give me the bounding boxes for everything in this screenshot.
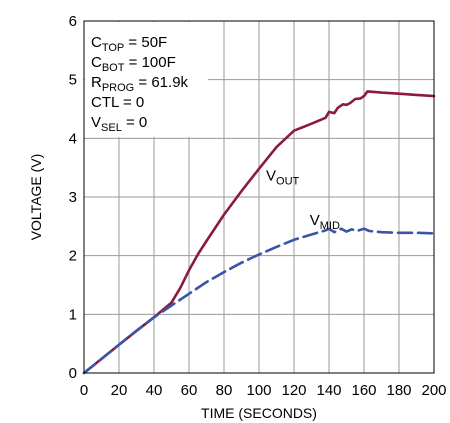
annotation-line: CTL = 0: [91, 94, 144, 111]
series-labels: VOUT VMID: [266, 168, 340, 233]
x-tick-label: 20: [111, 382, 128, 399]
x-tick-label: 0: [80, 382, 88, 399]
grid-lines: [84, 21, 434, 373]
x-tick-label: 80: [216, 382, 233, 399]
series-line-vout: [82, 90, 436, 375]
x-tick-label: 180: [386, 382, 411, 399]
annotation-background: [85, 22, 208, 137]
y-tick-label: 0: [69, 365, 77, 382]
x-tick-label: 200: [421, 382, 446, 399]
x-tick-label: 100: [246, 382, 271, 399]
y-tick-label: 5: [69, 72, 77, 89]
annotation-line: CTOP = 50F: [91, 34, 167, 54]
x-tick-labels: 0 20 40 60 80 100 120 140 160 180 200: [80, 382, 447, 399]
x-tick-label: 60: [181, 382, 198, 399]
y-tick-label: 4: [69, 130, 77, 147]
x-tick-label: 40: [146, 382, 163, 399]
annotation-line: RPROG = 61.9k: [91, 74, 189, 94]
annotation-line: CBOT = 100F: [91, 54, 176, 74]
x-tick-label: 140: [316, 382, 341, 399]
annotation-line: VSEL = 0: [91, 114, 147, 134]
series-lines: [82, 90, 436, 375]
series-label-vout: VOUT: [266, 168, 300, 188]
y-tick-labels: 0 1 2 3 4 5 6: [69, 13, 77, 382]
x-tick-label: 160: [351, 382, 376, 399]
y-tick-label: 3: [69, 189, 77, 206]
plot-frame: [83, 20, 435, 374]
y-tick-label: 1: [69, 306, 77, 323]
y-tick-label: 6: [69, 13, 77, 30]
series-label-vmid: VMID: [310, 212, 340, 232]
y-tick-label: 2: [69, 248, 77, 265]
x-tick-label: 120: [281, 382, 306, 399]
x-axis-label: TIME (SECONDS): [201, 405, 317, 421]
series-line-vmid: [82, 227, 436, 375]
y-axis-label: VOLTAGE (V): [28, 154, 44, 241]
